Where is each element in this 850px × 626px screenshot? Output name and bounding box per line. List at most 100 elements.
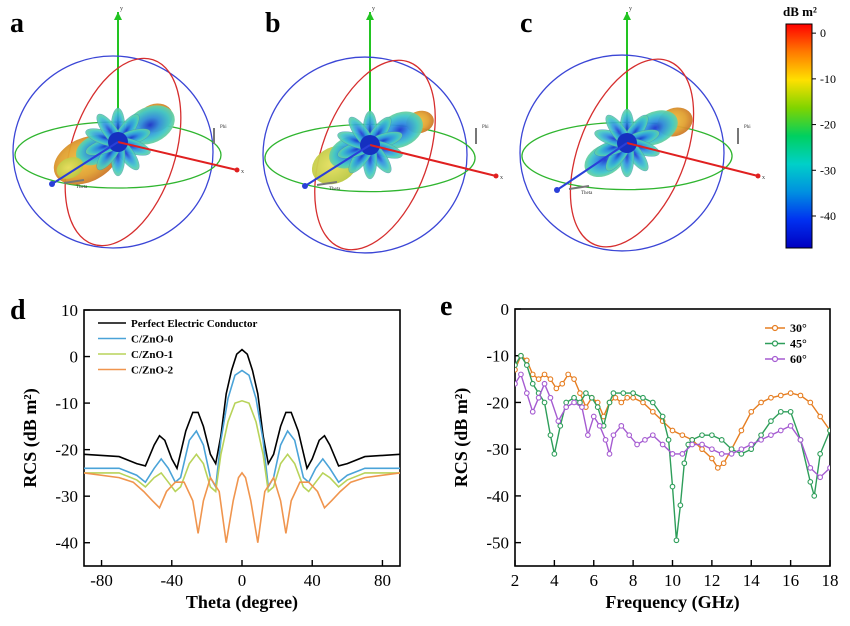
x-axis-label: x — [241, 169, 244, 175]
y-axis-arrow — [366, 12, 374, 20]
data-point — [529, 380, 536, 387]
data-point — [677, 502, 684, 509]
series-line — [84, 369, 400, 490]
data-point — [606, 451, 613, 457]
data-point — [555, 418, 562, 424]
data-point — [718, 436, 725, 443]
colorbar-title: dB m² — [783, 4, 817, 19]
data-point — [571, 394, 577, 401]
data-point — [620, 390, 627, 396]
data-point — [640, 399, 646, 406]
y-tick-label: -10 — [486, 347, 509, 366]
data-point — [563, 399, 570, 406]
data-point — [553, 385, 560, 392]
legend-label: C/ZnO-1 — [131, 349, 173, 361]
data-point — [515, 366, 518, 373]
data-point — [602, 436, 609, 443]
data-point — [630, 394, 636, 401]
data-point — [720, 460, 727, 467]
data-point — [807, 479, 814, 485]
data-point — [679, 451, 686, 457]
radiation-pattern-c: y x Theta Phi — [519, 6, 765, 252]
data-point — [523, 390, 530, 396]
data-point — [699, 432, 705, 439]
data-point — [681, 460, 688, 467]
x-tick-label: 80 — [374, 571, 391, 590]
data-point — [649, 408, 656, 415]
data-point — [634, 441, 640, 448]
data-point — [787, 422, 794, 429]
series-line — [84, 471, 400, 543]
data-point — [709, 455, 715, 462]
z-axis-arrow — [554, 187, 560, 193]
legend-label: C/ZnO-2 — [131, 365, 174, 377]
data-point — [718, 451, 725, 457]
data-point — [518, 352, 524, 359]
data-point — [669, 427, 676, 434]
meridian-ring — [314, 59, 436, 251]
legend-label: 30° — [790, 321, 807, 335]
colorbar-gradient — [785, 23, 813, 249]
data-point — [659, 441, 666, 448]
series-line — [84, 348, 400, 471]
theta-label: Theta — [581, 191, 593, 196]
x-tick-label: 2 — [511, 571, 520, 590]
data-point — [827, 427, 830, 434]
data-point — [565, 371, 572, 378]
colorbar-tick-label: -30 — [820, 163, 836, 177]
data-point — [515, 380, 518, 387]
data-point — [563, 404, 570, 410]
data-point — [547, 394, 554, 401]
y-tick-label: 10 — [61, 301, 78, 320]
data-point — [689, 436, 696, 443]
data-point — [588, 394, 595, 401]
data-point — [777, 427, 784, 434]
data-point — [541, 371, 548, 378]
y-tick-label: 0 — [501, 300, 510, 319]
y-tick-label: -40 — [486, 487, 509, 506]
x-axis-arrow — [755, 173, 761, 179]
outer-sphere-ring — [262, 56, 468, 254]
data-point — [523, 362, 530, 368]
data-point — [689, 441, 696, 448]
data-point — [665, 436, 672, 443]
data-point — [679, 432, 686, 439]
data-point — [541, 399, 548, 406]
colorbar-tick-label: 0 — [820, 26, 826, 40]
data-point — [659, 413, 666, 420]
x-axis-title: Frequency (GHz) — [605, 592, 739, 613]
x-axis-arrow — [493, 173, 499, 179]
x-axis-title: Theta (degree) — [186, 592, 298, 613]
x-axis-line — [117, 141, 238, 171]
data-point — [618, 422, 625, 429]
data-point — [594, 404, 601, 410]
y-tick-label: -50 — [486, 534, 509, 553]
data-point — [748, 446, 755, 453]
data-point — [612, 394, 619, 401]
data-point — [649, 399, 656, 406]
x-tick-label: 0 — [238, 571, 247, 590]
data-point — [557, 422, 564, 429]
y-tick-label: -30 — [55, 487, 78, 506]
y-axis-label: y — [120, 6, 123, 12]
data-point — [699, 446, 705, 453]
y-axis-label: y — [372, 6, 375, 12]
radiation-pattern-a: y x Theta Phi — [12, 6, 244, 249]
legend-label: Perfect Electric Conductor — [131, 318, 258, 330]
pattern-lobe — [56, 157, 84, 179]
plot-frame — [514, 308, 831, 567]
x-tick-label: 14 — [743, 571, 761, 590]
z-axis-arrow — [49, 181, 55, 187]
x-tick-label: 4 — [550, 571, 559, 590]
legend-label: 60° — [790, 352, 807, 366]
phi-label: Phi — [482, 125, 489, 130]
data-point — [797, 392, 804, 399]
data-point — [777, 392, 784, 399]
data-point — [714, 465, 721, 471]
outer-sphere-ring — [519, 54, 725, 252]
data-point — [787, 390, 794, 396]
data-point — [797, 436, 804, 443]
data-point — [827, 465, 830, 471]
y-axis-arrow — [114, 12, 122, 20]
